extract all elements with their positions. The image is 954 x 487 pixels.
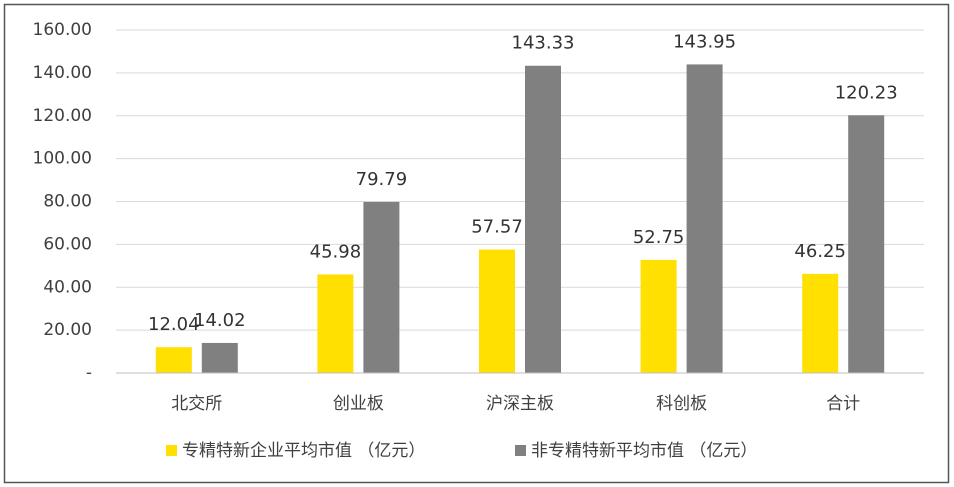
value-label: 143.33 (512, 33, 575, 54)
bar (802, 273, 839, 373)
bar (525, 65, 561, 373)
x-tick-label: 创业板 (333, 394, 384, 414)
y-tick-label: 20.00 (43, 320, 92, 340)
legend-swatch (515, 445, 526, 456)
bar (479, 249, 515, 373)
value-label: 14.02 (194, 310, 246, 331)
x-tick-label: 合计 (826, 394, 860, 414)
legend-label: 专精特新企业平均市值 （亿元） (182, 441, 425, 461)
y-tick-label: 100.00 (33, 149, 92, 169)
y-tick-label: 160.00 (33, 20, 92, 40)
legend-label: 非专精特新平均市值 （亿元） (531, 441, 757, 461)
chart-border (3, 3, 950, 484)
value-label: 46.25 (794, 241, 846, 262)
x-tick-label: 科创板 (656, 394, 707, 414)
y-tick-label: 120.00 (33, 106, 92, 126)
legend-swatch (166, 445, 177, 456)
bar (640, 259, 677, 373)
value-label: 79.79 (356, 169, 408, 190)
x-tick-label: 沪深主板 (486, 394, 554, 414)
y-tick-label: 140.00 (33, 63, 92, 83)
value-label: 143.95 (673, 31, 736, 52)
bar (317, 274, 354, 373)
y-tick-label: - (86, 363, 92, 383)
bar (155, 347, 192, 373)
y-tick-label: 80.00 (43, 192, 92, 212)
value-label: 52.75 (633, 227, 685, 248)
bar (848, 115, 885, 374)
x-tick-label: 北交所 (171, 394, 222, 414)
value-label: 45.98 (310, 241, 362, 262)
bar (686, 64, 723, 373)
y-tick-label: 60.00 (43, 234, 92, 254)
bar (363, 201, 400, 373)
bar (201, 342, 238, 373)
value-label: 120.23 (835, 82, 898, 103)
y-tick-label: 40.00 (43, 277, 92, 297)
value-label: 57.57 (471, 217, 523, 238)
value-label: 12.04 (148, 314, 200, 335)
